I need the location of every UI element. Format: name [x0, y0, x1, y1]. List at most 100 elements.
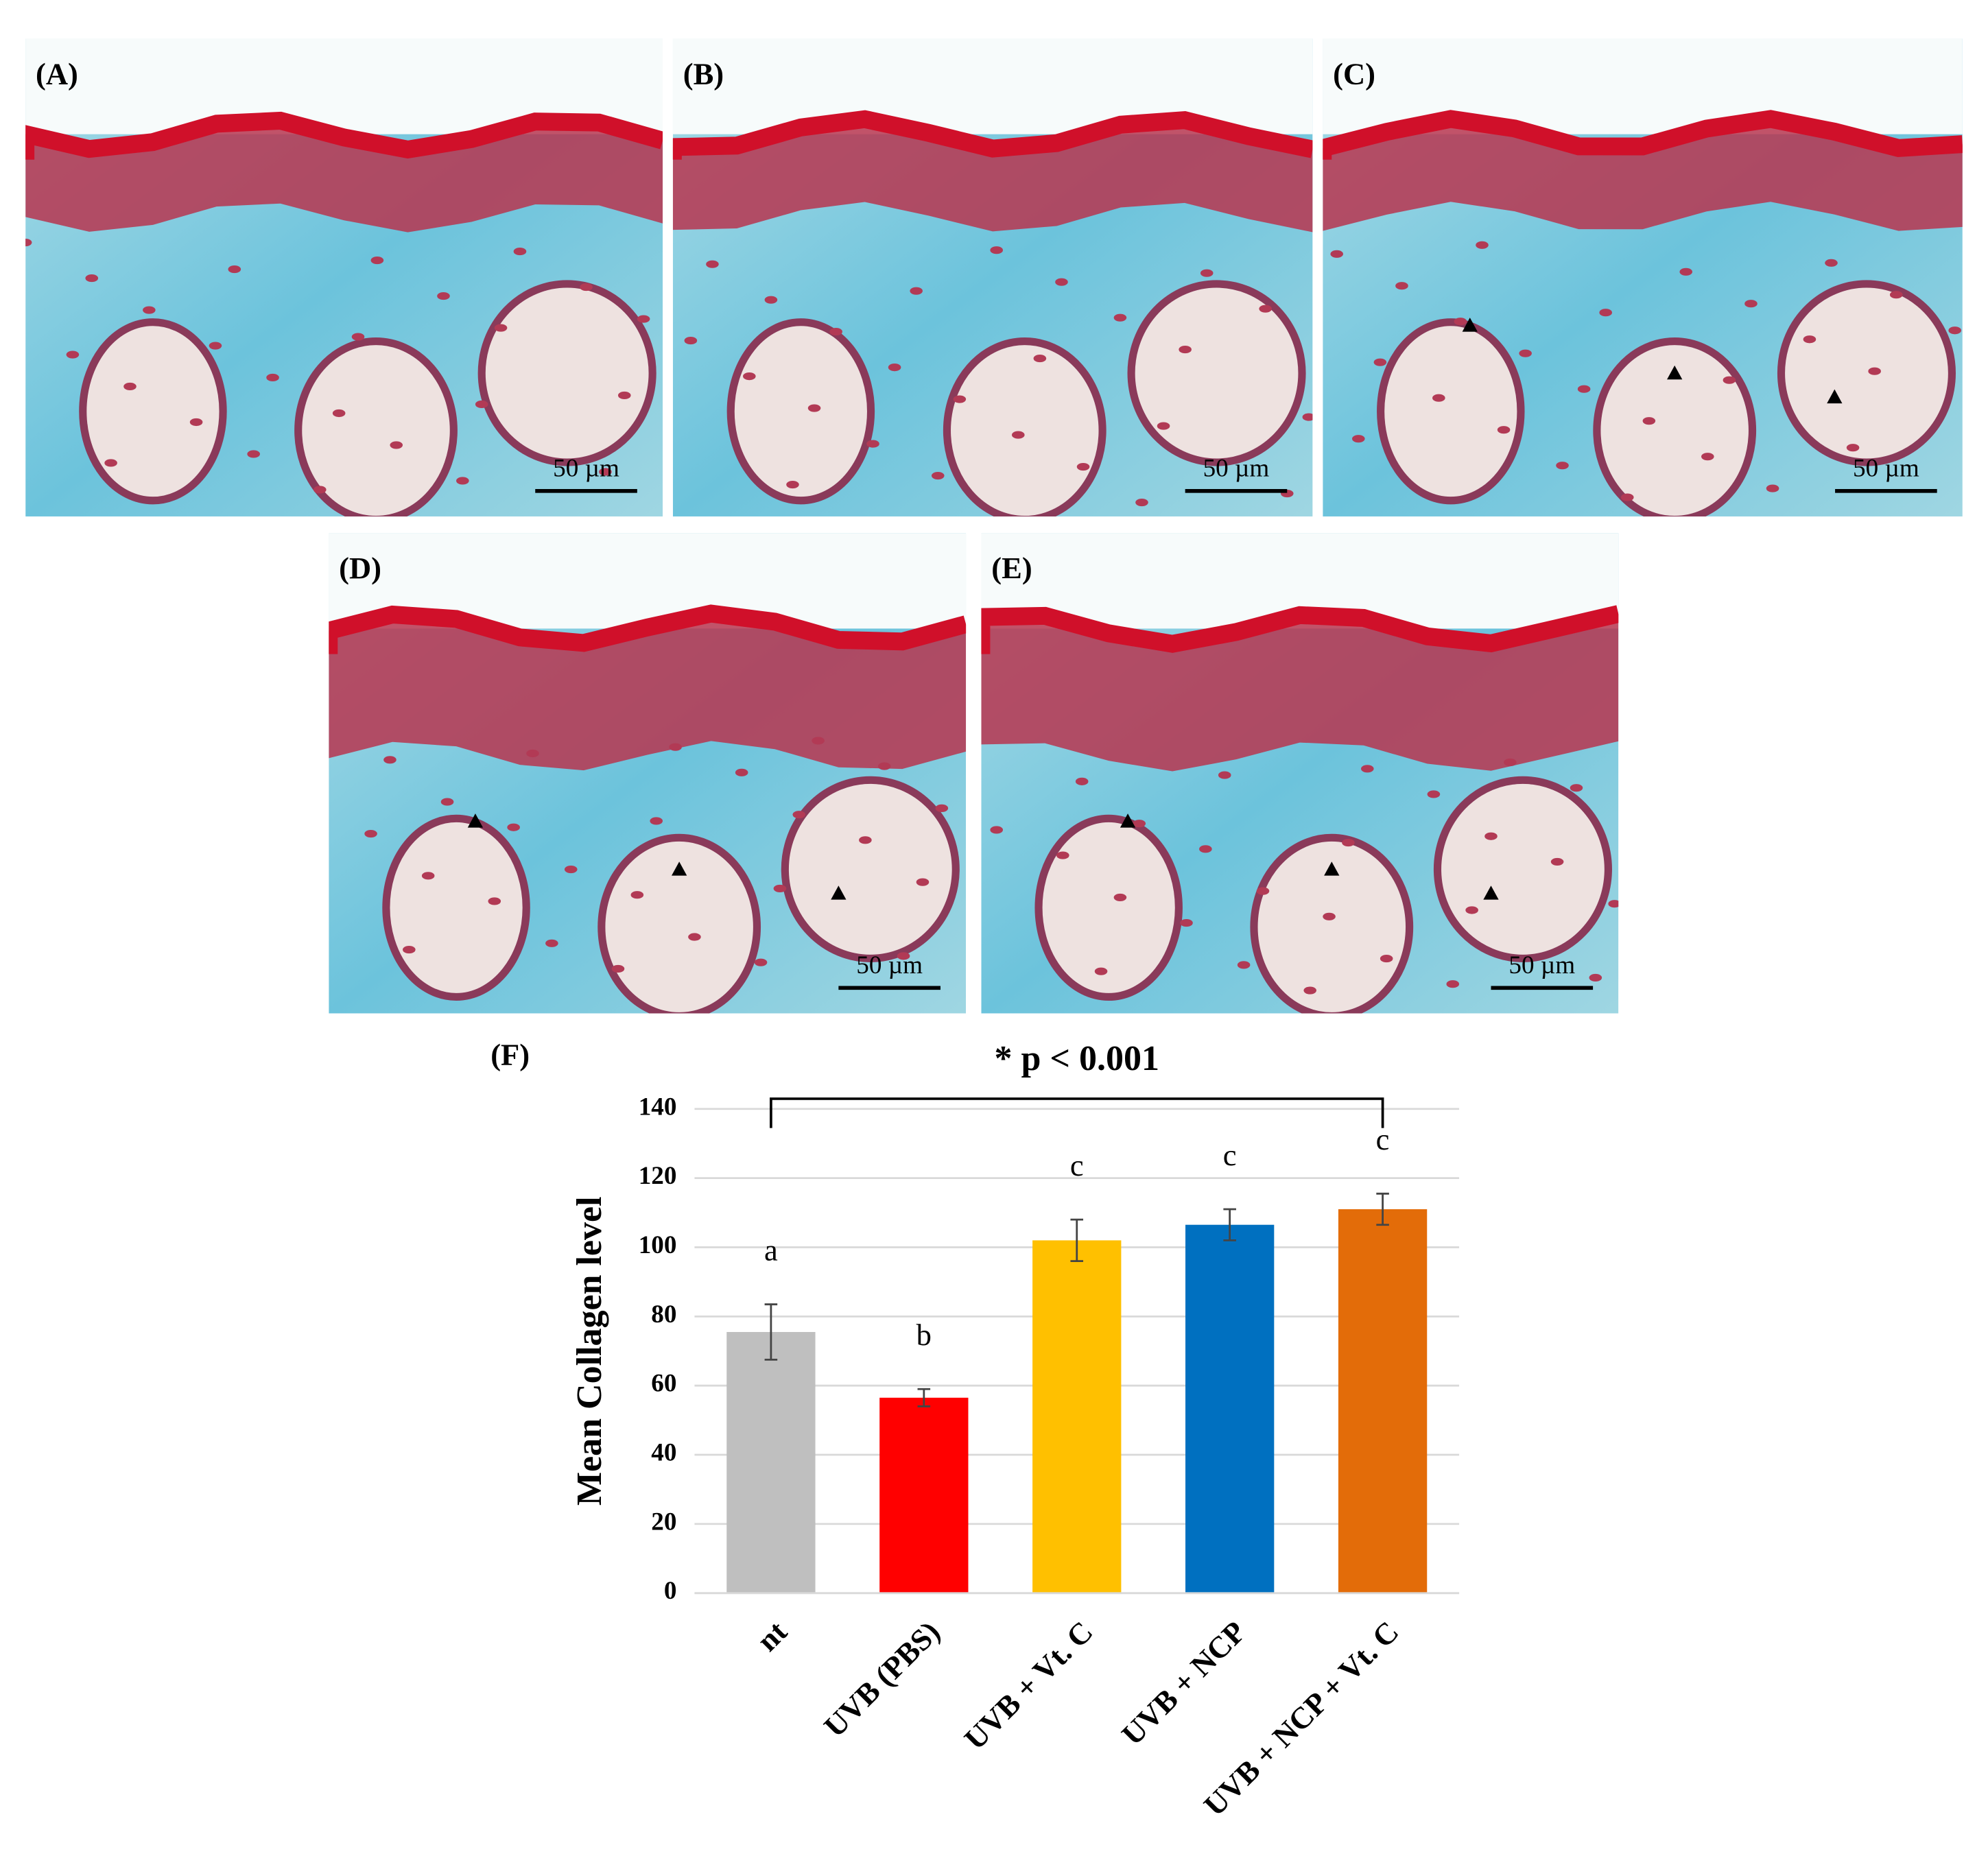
nucleus: [1200, 269, 1214, 277]
nucleus: [1395, 282, 1408, 290]
scale-label: 50 µm: [1203, 455, 1270, 483]
nucleus: [1570, 784, 1583, 792]
nucleus: [66, 350, 80, 359]
micrograph: [25, 38, 663, 516]
nucleus: [266, 373, 279, 382]
stratum-corneum: [329, 604, 967, 654]
micrograph: [981, 533, 1619, 1014]
nucleus: [1056, 851, 1069, 859]
nucleus: [1330, 250, 1344, 258]
nucleus: [669, 743, 682, 751]
error-bar: [764, 1303, 778, 1361]
nucleus: [1701, 453, 1714, 461]
gland: [382, 814, 530, 1001]
nucleus: [1055, 278, 1068, 286]
nucleus: [1497, 426, 1511, 434]
panel-label: (B): [683, 56, 724, 91]
nucleus: [1642, 417, 1656, 425]
nucleus: [1723, 376, 1736, 384]
nucleus: [1519, 349, 1532, 357]
nucleus: [1427, 790, 1441, 798]
gland: [1250, 833, 1414, 1014]
nucleus: [456, 477, 469, 485]
nucleus: [916, 878, 930, 886]
scale-label: 50 µm: [856, 951, 923, 979]
nucleus: [1256, 887, 1270, 895]
nucleus: [351, 333, 365, 341]
nucleus: [1446, 980, 1460, 988]
nucleus: [1454, 318, 1467, 326]
nucleus: [1075, 777, 1089, 785]
nucleus: [684, 337, 698, 345]
nucleus: [617, 391, 631, 400]
nucleus: [545, 939, 558, 947]
micrograph: [329, 533, 967, 1014]
y-axis-title: Mean Collagen level: [570, 1196, 609, 1506]
nucleus: [910, 287, 923, 295]
y-tick-label: 0: [664, 1577, 677, 1605]
nucleus: [1303, 986, 1316, 995]
bar: [879, 1397, 969, 1593]
nucleus: [688, 933, 701, 941]
y-tick-label: 140: [639, 1093, 677, 1121]
nucleus: [1076, 462, 1090, 471]
annotation: * p < 0.001: [994, 1039, 1159, 1078]
gland: [477, 280, 656, 466]
nucleus: [1589, 973, 1602, 982]
nucleus: [1179, 346, 1192, 354]
nucleus: [1484, 832, 1498, 840]
gland: [294, 337, 458, 516]
nucleus: [866, 440, 879, 448]
nucleus: [494, 324, 508, 332]
nucleus: [1373, 358, 1387, 366]
significance-letter: b: [916, 1318, 932, 1352]
micrograph: [672, 38, 1313, 516]
nucleus: [877, 762, 891, 770]
y-tick-label: 80: [651, 1300, 676, 1329]
gland: [1377, 318, 1525, 505]
arrowhead: [1483, 885, 1499, 900]
nucleus: [773, 884, 787, 892]
nucleus: [1599, 309, 1612, 317]
nucleus: [792, 811, 806, 819]
nucleus: [421, 872, 435, 880]
nucleus: [1094, 967, 1108, 975]
significance-letter: c: [1223, 1138, 1237, 1172]
nucleus: [1361, 765, 1374, 773]
nucleus: [228, 265, 241, 274]
gland: [1034, 814, 1183, 1001]
arrowhead: [672, 861, 687, 876]
nucleus: [650, 817, 663, 825]
gland: [79, 318, 227, 505]
stratum-corneum: [981, 605, 1619, 654]
nucleus: [764, 296, 778, 304]
epidermis: [329, 613, 967, 771]
nucleus: [475, 400, 488, 409]
nucleus: [1766, 484, 1779, 492]
gland: [1127, 280, 1306, 466]
arrowhead: [831, 885, 847, 900]
nucleus: [1133, 820, 1146, 828]
nucleus: [807, 404, 821, 412]
arrowhead: [1462, 318, 1478, 332]
nucleus: [1352, 435, 1365, 443]
gland: [1593, 337, 1757, 516]
nucleus: [1157, 422, 1170, 430]
nucleus: [364, 829, 377, 838]
nucleus: [637, 315, 650, 323]
nucleus: [1302, 413, 1313, 421]
bar: [1032, 1240, 1122, 1593]
nucleus: [1608, 900, 1619, 908]
nucleus: [1380, 955, 1393, 963]
nucleus: [1868, 367, 1881, 375]
nucleus: [1259, 305, 1272, 313]
nucleus: [859, 836, 872, 844]
x-tick-label: UVB (PBS): [817, 1615, 947, 1744]
nucleus: [1846, 444, 1860, 452]
arrowhead: [1120, 813, 1136, 828]
nucleus: [786, 480, 799, 489]
nucleus: [370, 256, 384, 265]
stratum-corneum: [1323, 110, 1963, 160]
nucleus: [1744, 300, 1758, 308]
